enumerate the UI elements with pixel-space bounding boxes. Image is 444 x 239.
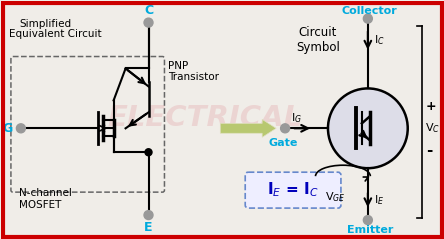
Text: Emitter: Emitter [347,225,393,235]
Text: I$_G$: I$_G$ [291,111,302,125]
Circle shape [144,211,153,220]
Text: Collector: Collector [342,6,398,16]
Text: Gate: Gate [269,138,298,148]
Circle shape [281,124,289,133]
Circle shape [328,88,408,168]
Text: PNP
Transistor: PNP Transistor [168,60,219,82]
Circle shape [16,124,25,133]
Text: C: C [144,4,153,17]
FancyBboxPatch shape [245,172,341,208]
Text: I$_C$: I$_C$ [374,34,385,48]
Text: Circuit
Symbol: Circuit Symbol [296,26,340,54]
Circle shape [144,18,153,27]
Circle shape [363,216,373,225]
Text: N-channel
MOSFET: N-channel MOSFET [19,188,72,210]
Text: Simplified: Simplified [19,19,71,29]
Text: I$_E$: I$_E$ [374,193,384,207]
Text: -: - [426,143,432,158]
Text: G: G [3,122,13,135]
Text: V$_C$: V$_C$ [424,121,440,135]
Text: ELECTRICAL: ELECTRICAL [108,104,303,132]
FancyArrow shape [220,119,276,137]
Circle shape [145,149,152,156]
Text: E: E [144,221,153,234]
Text: Equivalent Circuit: Equivalent Circuit [9,29,102,39]
Circle shape [363,14,373,23]
Text: +: + [426,100,436,113]
Text: I$_E$ = I$_C$: I$_E$ = I$_C$ [267,181,319,200]
Text: V$_{GE}$: V$_{GE}$ [325,190,345,204]
